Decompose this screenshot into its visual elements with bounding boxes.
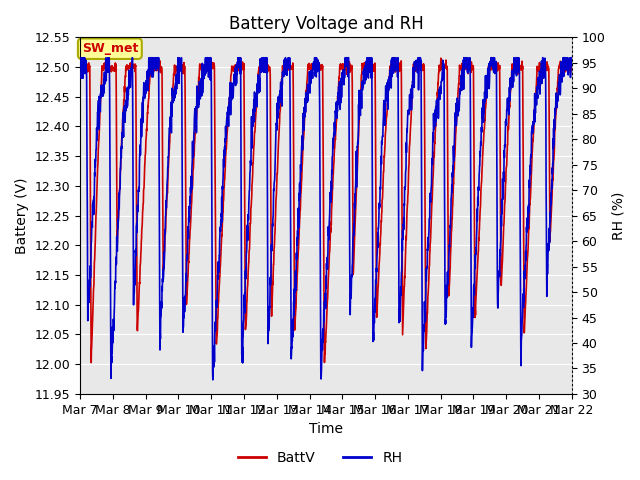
Legend: BattV, RH: BattV, RH	[232, 445, 408, 471]
Title: Battery Voltage and RH: Battery Voltage and RH	[228, 15, 423, 33]
Y-axis label: RH (%): RH (%)	[611, 192, 625, 240]
X-axis label: Time: Time	[309, 422, 343, 436]
Y-axis label: Battery (V): Battery (V)	[15, 178, 29, 254]
Text: SW_met: SW_met	[82, 42, 138, 55]
